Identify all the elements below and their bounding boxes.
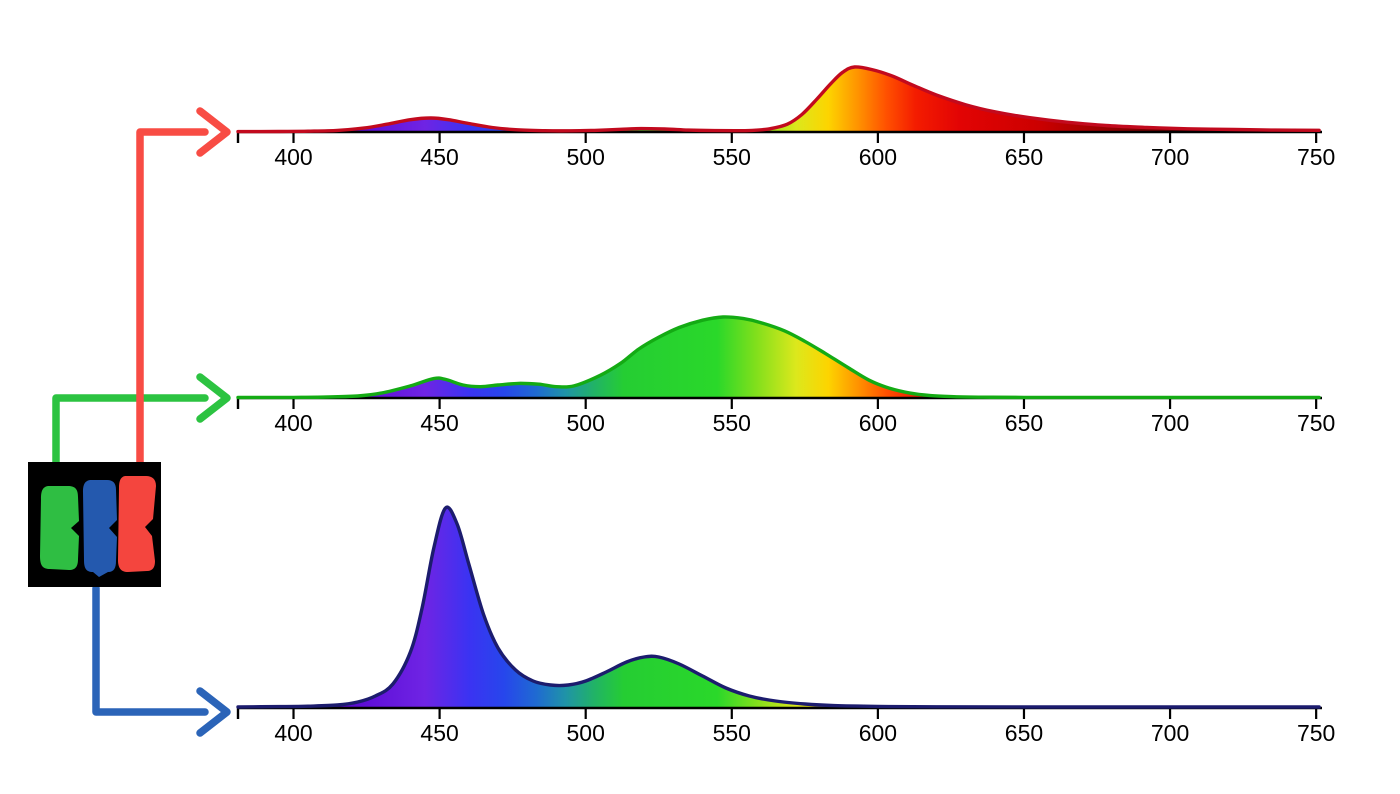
red-subpixel-spectrum-x-axis: 400 450 500 550 600 650 700 750 <box>236 130 1335 170</box>
tick-label: 550 <box>713 410 751 436</box>
tick-label: 750 <box>1297 720 1335 746</box>
tick-label: 650 <box>1005 144 1043 170</box>
tick-label: 600 <box>859 410 897 436</box>
red-subpixel-spectrum-curve <box>236 65 1321 134</box>
tick-label: 450 <box>420 720 458 746</box>
blue-subpixel-spectrum-fill <box>238 507 1320 708</box>
blue-arrow <box>92 584 231 737</box>
green-subpixel <box>40 486 79 570</box>
red-subpixel-spectrum-plot: 400 450 500 550 600 650 700 750 <box>236 65 1335 170</box>
tick-label: 500 <box>567 410 605 436</box>
tick-label: 500 <box>567 144 605 170</box>
blue-arrow-line <box>92 584 209 716</box>
blue-subpixel-spectrum-x-axis: 400 450 500 550 600 650 700 750 <box>236 706 1335 746</box>
tick-label: 550 <box>713 720 751 746</box>
green-subpixel-spectrum-x-axis: 400 450 500 550 600 650 700 750 <box>236 396 1335 436</box>
red-arrow <box>136 107 231 466</box>
green-arrow-head-icon <box>196 373 231 423</box>
rgb-subpixel-photo <box>28 462 161 587</box>
blue-subpixel-spectrum-curve <box>236 505 1321 709</box>
green-subpixel-spectrum-curve <box>236 315 1321 400</box>
blue-arrow-head-icon <box>196 687 231 737</box>
tick-label: 650 <box>1005 410 1043 436</box>
tick-label: 500 <box>567 720 605 746</box>
tick-label: 450 <box>420 144 458 170</box>
tick-label: 600 <box>859 720 897 746</box>
green-subpixel-spectrum-fill <box>238 316 1320 398</box>
red-arrow-line <box>136 128 209 466</box>
tick-label: 550 <box>713 144 751 170</box>
green-subpixel-spectrum-plot: 400 450 500 550 600 650 700 750 <box>236 315 1335 436</box>
tick-label: 700 <box>1151 720 1189 746</box>
green-arrow <box>52 373 231 466</box>
tick-label: 650 <box>1005 720 1043 746</box>
tick-label: 400 <box>274 410 312 436</box>
tick-label: 750 <box>1297 410 1335 436</box>
tick-label: 400 <box>274 720 312 746</box>
red-subpixel <box>118 476 156 572</box>
tick-label: 700 <box>1151 410 1189 436</box>
blue-subpixel-spectrum-plot: 400 450 500 550 600 650 700 750 <box>236 505 1335 746</box>
tick-label: 450 <box>420 410 458 436</box>
tick-label: 700 <box>1151 144 1189 170</box>
blue-subpixel <box>83 480 117 577</box>
tick-label: 750 <box>1297 144 1335 170</box>
tick-label: 400 <box>274 144 312 170</box>
green-arrow-line <box>52 394 209 466</box>
tick-label: 600 <box>859 144 897 170</box>
red-arrow-head-icon <box>196 107 231 157</box>
